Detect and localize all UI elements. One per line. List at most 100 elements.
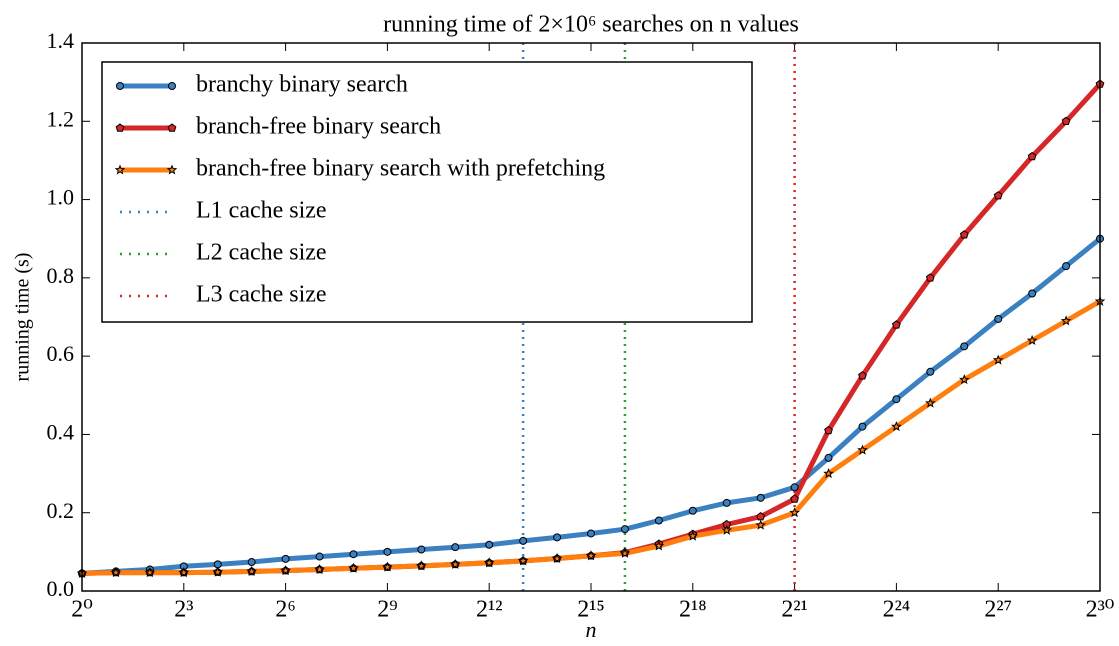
marker: [551, 552, 563, 564]
marker: [858, 371, 867, 380]
marker: [587, 529, 595, 538]
marker: [167, 123, 177, 132]
marker: [1027, 151, 1037, 161]
marker: [619, 547, 631, 558]
marker: [415, 560, 427, 571]
marker: [857, 444, 868, 455]
marker: [144, 567, 156, 578]
marker: [315, 552, 324, 561]
marker: [280, 565, 291, 576]
marker: [992, 354, 1004, 365]
marker: [553, 533, 562, 542]
marker: [382, 561, 393, 572]
marker: [653, 540, 665, 551]
marker: [858, 422, 867, 431]
y-tick-label: 0.2: [47, 498, 75, 523]
marker: [892, 395, 901, 404]
marker: [116, 82, 124, 90]
marker: [891, 421, 902, 432]
y-tick-label: 1.2: [47, 106, 75, 131]
marker: [755, 519, 767, 530]
legend-label: branch-free binary search with prefetchi…: [196, 156, 605, 182]
marker: [314, 563, 325, 575]
y-tick-label: 1.0: [47, 185, 75, 210]
marker: [1061, 116, 1071, 125]
marker: [1028, 289, 1037, 298]
marker: [993, 191, 1003, 200]
marker: [688, 506, 697, 515]
marker: [349, 550, 358, 559]
marker: [166, 164, 178, 175]
plot-frame: [81, 42, 1101, 592]
legend-box: [101, 61, 753, 323]
marker: [958, 373, 970, 385]
y-tick-label: 0.0: [47, 576, 75, 601]
marker: [1026, 334, 1038, 346]
y-tick-label: 1.4: [47, 28, 75, 53]
legend: branchy binary search branch-free binary …: [101, 61, 753, 323]
marker: [1060, 315, 1072, 326]
marker: [687, 530, 699, 541]
marker: [110, 567, 122, 578]
marker: [823, 468, 834, 479]
x-tick-label: 2¹²: [476, 597, 502, 623]
marker: [114, 164, 126, 175]
x-tick-label: 2²⁷: [984, 597, 1012, 623]
marker: [483, 557, 495, 568]
legend-label: branch-free binary search: [196, 114, 441, 140]
marker: [517, 555, 529, 566]
marker: [348, 562, 359, 573]
marker: [115, 123, 125, 132]
x-axis-label: n: [586, 617, 597, 642]
marker: [960, 342, 969, 351]
x-tick-label: 2⁰: [71, 597, 93, 623]
marker: [926, 367, 935, 376]
marker: [451, 543, 460, 552]
marker: [247, 558, 256, 567]
marker: [721, 524, 733, 535]
marker: [519, 536, 528, 545]
y-tick-label: 0.4: [47, 419, 75, 444]
y-tick-label: 0.8: [47, 263, 75, 288]
y-axis-label: running time (s): [12, 253, 34, 382]
marker: [789, 507, 800, 518]
marker: [1062, 262, 1071, 271]
legend-label: branchy binary search: [196, 72, 408, 98]
x-tick-label: 2³⁰: [1086, 597, 1115, 623]
marker: [892, 320, 901, 329]
marker: [824, 453, 833, 462]
marker: [246, 565, 258, 576]
marker: [168, 82, 176, 90]
x-tick-label: 2³: [174, 597, 193, 623]
x-tick-label: 2¹⁵: [577, 597, 605, 623]
y-tick-label: 0.6: [47, 341, 75, 366]
marker: [417, 545, 426, 554]
marker: [994, 314, 1003, 323]
legend-label: L1 cache size: [196, 198, 327, 224]
marker: [924, 397, 936, 408]
x-tick-label: 2⁶: [275, 597, 295, 623]
marker: [790, 483, 799, 492]
marker: [756, 493, 765, 502]
x-tick-label: 2¹⁸: [679, 597, 707, 623]
x-tick-label: 2⁹: [377, 597, 397, 623]
marker: [178, 567, 190, 578]
marker: [959, 230, 969, 239]
marker: [925, 273, 935, 282]
marker: [790, 494, 799, 503]
marker: [281, 554, 290, 563]
marker: [824, 425, 833, 435]
chart-title: running time of 2×10⁶ searches on n valu…: [383, 12, 799, 38]
x-tick-label: 2²¹: [781, 597, 807, 623]
marker: [485, 540, 494, 549]
x-tick-label: 2²⁴: [883, 597, 911, 623]
legend-label: L3 cache size: [196, 282, 327, 308]
marker: [449, 558, 461, 569]
marker: [654, 516, 663, 525]
marker: [722, 498, 731, 507]
marker: [585, 550, 597, 561]
marker: [212, 566, 224, 577]
legend-label: L2 cache size: [196, 240, 327, 266]
marker: [620, 525, 629, 534]
